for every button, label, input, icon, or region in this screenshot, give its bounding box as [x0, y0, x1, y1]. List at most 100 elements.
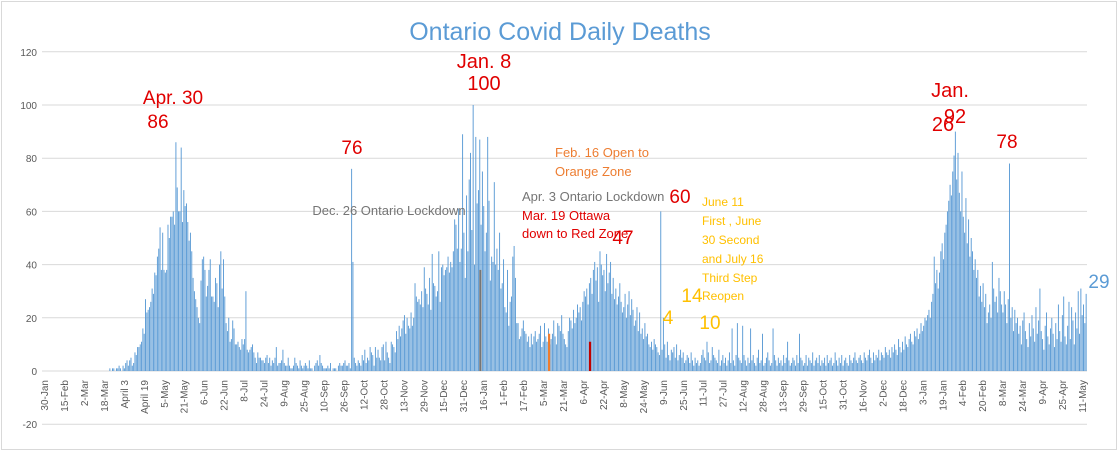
bar: [182, 222, 183, 371]
bar: [1081, 315, 1083, 371]
annotation-label: 29: [1088, 272, 1109, 293]
bar: [800, 357, 802, 371]
bar: [583, 291, 585, 371]
bar: [953, 155, 955, 371]
bar: [377, 349, 379, 371]
bar: [618, 296, 619, 371]
bar: [1085, 293, 1087, 371]
chart-title: Ontario Covid Daily Deaths: [409, 18, 711, 46]
bar: [365, 363, 367, 371]
annotation-label: 14: [681, 286, 703, 307]
bar: [845, 357, 847, 371]
bar: [923, 325, 925, 371]
bar: [681, 357, 683, 371]
bar: [584, 296, 586, 371]
bar: [400, 336, 401, 371]
annotation-label: 47: [612, 228, 633, 249]
bar: [303, 365, 305, 371]
bar: [507, 269, 508, 371]
bar: [943, 259, 944, 371]
x-tick-label: 19-Jan: [938, 380, 949, 411]
bar: [285, 365, 287, 371]
bar: [130, 357, 132, 371]
bar: [129, 360, 131, 371]
bar: [484, 251, 486, 371]
bar: [162, 232, 164, 371]
bar: [1071, 307, 1073, 371]
bar: [159, 227, 161, 371]
bar: [817, 363, 819, 371]
bar: [499, 232, 501, 371]
bar: [172, 211, 174, 371]
bar: [296, 365, 298, 371]
bar: [240, 349, 242, 371]
bar: [489, 280, 491, 371]
bar: [935, 283, 937, 371]
bar: [699, 363, 701, 371]
bar: [138, 347, 140, 371]
bar: [1084, 323, 1086, 371]
bar: [497, 269, 499, 371]
bar: [411, 325, 413, 371]
bar: [869, 349, 870, 371]
bar: [931, 301, 933, 371]
bar: [150, 301, 152, 371]
bar: [201, 259, 203, 371]
bar: [680, 349, 682, 371]
bar: [332, 368, 334, 371]
bar: [340, 365, 342, 371]
bar: [460, 248, 462, 371]
bar: [117, 368, 119, 371]
bar: [422, 307, 424, 371]
bar: [952, 171, 954, 371]
bar: [998, 277, 1000, 371]
bar: [913, 331, 915, 371]
x-tick-label: 15-Oct: [819, 380, 830, 410]
bar: [283, 363, 285, 371]
bar: [607, 283, 609, 371]
bar: [879, 360, 881, 371]
bar: [345, 365, 347, 371]
bar: [846, 363, 848, 371]
bar: [291, 368, 293, 371]
x-tick-label: April 19: [140, 380, 151, 414]
bar: [299, 360, 301, 371]
bar: [636, 307, 638, 371]
bar: [677, 360, 679, 371]
bar: [386, 352, 388, 371]
bar: [184, 206, 186, 371]
bar: [736, 323, 738, 371]
bar: [620, 301, 622, 371]
bar: [170, 216, 172, 371]
bar: [503, 259, 505, 371]
bar: [588, 283, 590, 371]
x-tick-label: 20-Feb: [978, 380, 989, 412]
bar: [277, 365, 279, 371]
bar: [204, 269, 206, 371]
bar: [443, 275, 445, 371]
bar: [628, 291, 630, 371]
bar: [308, 360, 310, 371]
bar: [274, 357, 276, 371]
bar: [230, 339, 232, 371]
bar: [467, 251, 469, 371]
x-tick-label: 5-May: [160, 380, 171, 408]
bar: [281, 360, 283, 371]
bar: [434, 285, 436, 371]
bar: [686, 355, 688, 371]
bar: [524, 331, 526, 371]
bar: [505, 312, 507, 371]
bar: [479, 139, 481, 371]
bar: [924, 317, 926, 371]
bar: [333, 368, 335, 371]
bar: [829, 360, 831, 371]
bar: [718, 349, 720, 371]
bar: [126, 360, 128, 371]
bar: [929, 317, 931, 371]
bar: [780, 360, 782, 371]
x-tick-label: 26-Sep: [339, 380, 350, 413]
bar: [212, 296, 214, 371]
bar: [751, 360, 753, 371]
bar: [715, 360, 717, 371]
bar: [208, 269, 210, 371]
